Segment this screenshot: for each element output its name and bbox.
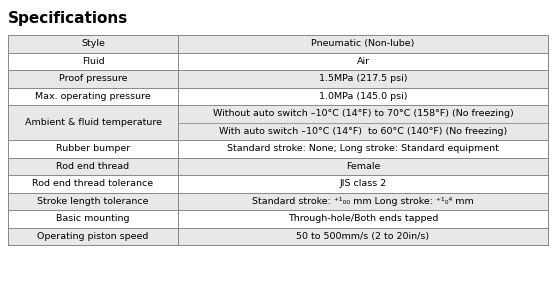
Text: Specifications: Specifications xyxy=(8,10,128,26)
Bar xyxy=(8,35,548,53)
Text: Standard stroke: ⁺¹₀₀ mm Long stroke: ⁺¹₀⁴ mm: Standard stroke: ⁺¹₀₀ mm Long stroke: ⁺¹… xyxy=(252,197,474,206)
Text: 50 to 500mm/s (2 to 20in/s): 50 to 500mm/s (2 to 20in/s) xyxy=(296,232,429,241)
Text: Standard stroke: None; Long stroke: Standard equipment: Standard stroke: None; Long stroke: Stan… xyxy=(227,144,499,153)
Text: Rubber bumper: Rubber bumper xyxy=(56,144,130,153)
Text: Rod end thread: Rod end thread xyxy=(57,162,130,171)
Text: Without auto switch –10°C (14°F) to 70°C (158°F) (No freezing): Without auto switch –10°C (14°F) to 70°C… xyxy=(213,109,514,118)
Text: Style: Style xyxy=(81,39,105,48)
Text: Max. operating pressure: Max. operating pressure xyxy=(35,92,151,101)
Text: Female: Female xyxy=(346,162,380,171)
Text: 1.5MPa (217.5 psi): 1.5MPa (217.5 psi) xyxy=(319,74,407,83)
Bar xyxy=(8,228,548,245)
Bar xyxy=(8,105,548,140)
Text: Stroke length tolerance: Stroke length tolerance xyxy=(37,197,149,206)
Text: With auto switch –10°C (14°F)  to 60°C (140°F) (No freezing): With auto switch –10°C (14°F) to 60°C (1… xyxy=(219,127,507,136)
Text: 1.0MPa (145.0 psi): 1.0MPa (145.0 psi) xyxy=(319,92,407,101)
Text: Rod end thread tolerance: Rod end thread tolerance xyxy=(33,179,153,188)
Text: Proof pressure: Proof pressure xyxy=(59,74,127,83)
Text: Through-hole/Both ends tapped: Through-hole/Both ends tapped xyxy=(288,214,438,223)
Bar xyxy=(8,192,548,210)
Text: JIS class 2: JIS class 2 xyxy=(340,179,387,188)
Text: Fluid: Fluid xyxy=(82,57,104,66)
Text: Operating piston speed: Operating piston speed xyxy=(37,232,148,241)
Text: Basic mounting: Basic mounting xyxy=(57,214,130,223)
Text: Ambient & fluid temperature: Ambient & fluid temperature xyxy=(24,118,162,127)
Text: Pneumatic (Non-lube): Pneumatic (Non-lube) xyxy=(311,39,415,48)
Bar xyxy=(8,70,548,87)
Bar xyxy=(8,157,548,175)
Text: Air: Air xyxy=(356,57,370,66)
